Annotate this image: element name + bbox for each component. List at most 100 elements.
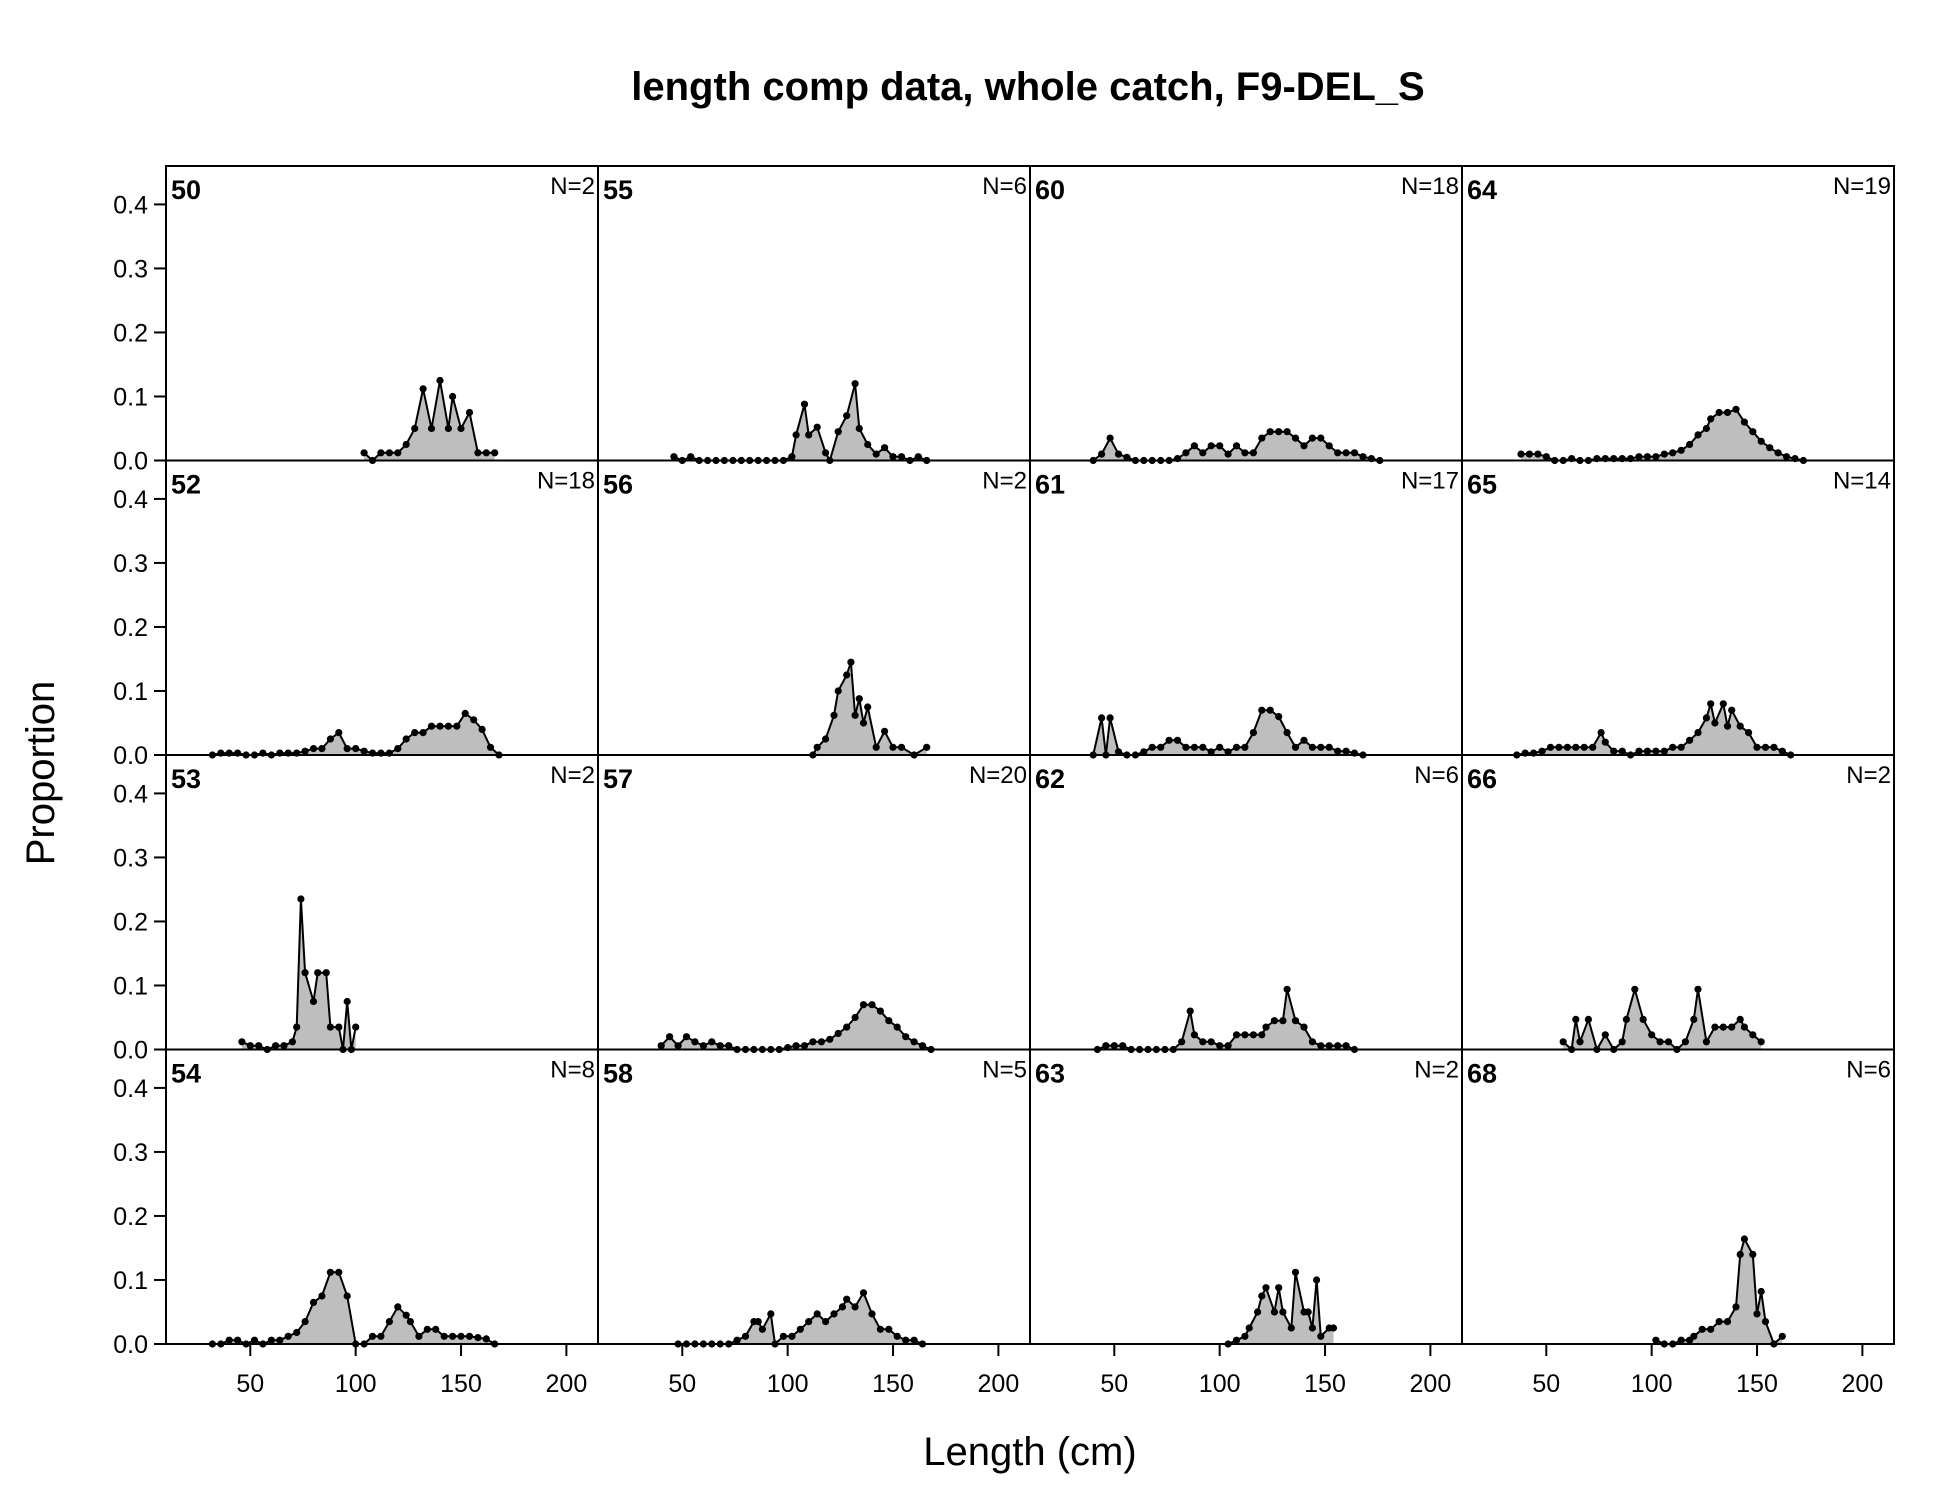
point-64-27: [1740, 418, 1748, 426]
panel-frame-61: [1029, 459, 1463, 756]
point-65-11: [1601, 738, 1609, 746]
point-60-28: [1325, 442, 1333, 450]
point-53-10: [309, 997, 318, 1006]
point-64-32: [1782, 453, 1791, 461]
point-58-30: [910, 1336, 918, 1344]
point-52-18: [360, 747, 368, 755]
point-57-25: [868, 1001, 876, 1009]
point-55-25: [864, 440, 872, 449]
point-65-3: [1538, 747, 1546, 755]
panel-year-label: 55: [603, 175, 633, 205]
point-64-29: [1757, 437, 1765, 445]
point-56-4: [834, 687, 842, 695]
point-62-1: [1102, 1042, 1110, 1050]
panel-50: 50 N=2 0.0 0.1 0.2 0.3 0.4: [113, 165, 599, 476]
point-62-17: [1232, 1031, 1241, 1039]
point-64-16: [1652, 453, 1660, 461]
panel-55: 55 N=6: [597, 165, 1031, 465]
x-tick-label: 150: [872, 1370, 914, 1398]
panel-n-label: N=2: [1846, 762, 1891, 789]
panel-frame-62: [1029, 754, 1463, 1051]
panel-year-label: 65: [1467, 470, 1497, 500]
point-55-24: [855, 424, 863, 433]
point-55-0: [670, 453, 678, 461]
point-60-23: [1283, 428, 1291, 436]
point-63-16: [1317, 1332, 1325, 1340]
point-50-11: [449, 392, 457, 401]
point-61-21: [1258, 706, 1266, 714]
point-57-0: [657, 1042, 665, 1050]
point-58-7: [733, 1336, 741, 1344]
point-62-13: [1199, 1038, 1207, 1046]
point-63-9: [1279, 1308, 1287, 1316]
area-57: [661, 1004, 931, 1050]
point-62-18: [1241, 1031, 1249, 1039]
point-54-30: [457, 1332, 465, 1340]
point-61-24: [1283, 729, 1291, 737]
point-60-20: [1258, 434, 1266, 442]
point-57-7: [716, 1042, 724, 1050]
point-66-18: [1694, 985, 1702, 993]
point-68-5: [1690, 1332, 1698, 1340]
point-56-14: [897, 743, 906, 751]
point-64-22: [1702, 424, 1710, 433]
point-50-5: [402, 440, 410, 449]
point-53-2: [255, 1042, 263, 1050]
point-57-16: [792, 1042, 800, 1050]
point-61-26: [1300, 736, 1308, 744]
point-56-2: [822, 735, 830, 743]
panel-53: 53 N=2 0.0 0.1 0.2 0.3 0.4: [113, 754, 599, 1065]
point-62-23: [1279, 1017, 1287, 1025]
panel-year-label: 60: [1035, 175, 1065, 205]
point-61-18: [1232, 743, 1241, 751]
point-68-18: [1778, 1332, 1786, 1340]
point-54-23: [402, 1311, 410, 1319]
point-62-27: [1308, 1038, 1316, 1046]
point-52-22: [394, 745, 402, 753]
point-55-16: [800, 400, 809, 408]
point-52-17: [352, 745, 360, 753]
point-66-11: [1639, 1015, 1647, 1024]
panel-n-label: N=2: [550, 762, 595, 789]
point-61-3: [1106, 714, 1114, 722]
point-65-17: [1652, 747, 1660, 755]
point-50-9: [436, 376, 444, 385]
point-64-19: [1677, 446, 1685, 454]
point-53-12: [322, 969, 330, 977]
point-54-28: [440, 1332, 448, 1340]
point-63-14: [1308, 1324, 1316, 1332]
point-62-31: [1342, 1042, 1350, 1050]
point-56-6: [847, 658, 855, 666]
point-60-14: [1207, 442, 1215, 450]
point-57-20: [826, 1035, 834, 1043]
panel-year-label: 64: [1467, 175, 1497, 205]
panel-n-label: N=18: [537, 468, 595, 495]
point-62-19: [1249, 1031, 1257, 1039]
panel-year-label: 56: [603, 470, 633, 500]
panel-frame-57: [597, 754, 1031, 1051]
point-61-4: [1114, 748, 1123, 756]
point-66-19: [1702, 1038, 1710, 1046]
point-50-4: [394, 449, 402, 457]
point-61-11: [1173, 736, 1182, 744]
point-60-3: [1114, 450, 1123, 458]
point-58-25: [868, 1310, 876, 1318]
point-62-25: [1291, 1017, 1300, 1025]
point-54-32: [474, 1334, 482, 1342]
point-61-22: [1266, 706, 1274, 714]
point-55-23: [851, 380, 859, 388]
x-tick-label: 100: [1199, 1370, 1241, 1398]
panel-year-label: 54: [171, 1059, 201, 1089]
point-58-24: [859, 1289, 868, 1297]
y-tick-label: 0.2: [113, 614, 148, 642]
point-64-18: [1669, 449, 1677, 457]
point-62-3: [1119, 1042, 1127, 1050]
point-65-9: [1589, 743, 1597, 751]
point-53-8: [297, 895, 305, 903]
point-58-19: [822, 1318, 830, 1326]
point-55-22: [843, 412, 851, 420]
point-54-20: [377, 1332, 385, 1340]
point-53-7: [293, 1023, 301, 1031]
point-65-32: [1761, 743, 1770, 751]
x-tick-label: 50: [1100, 1370, 1128, 1398]
